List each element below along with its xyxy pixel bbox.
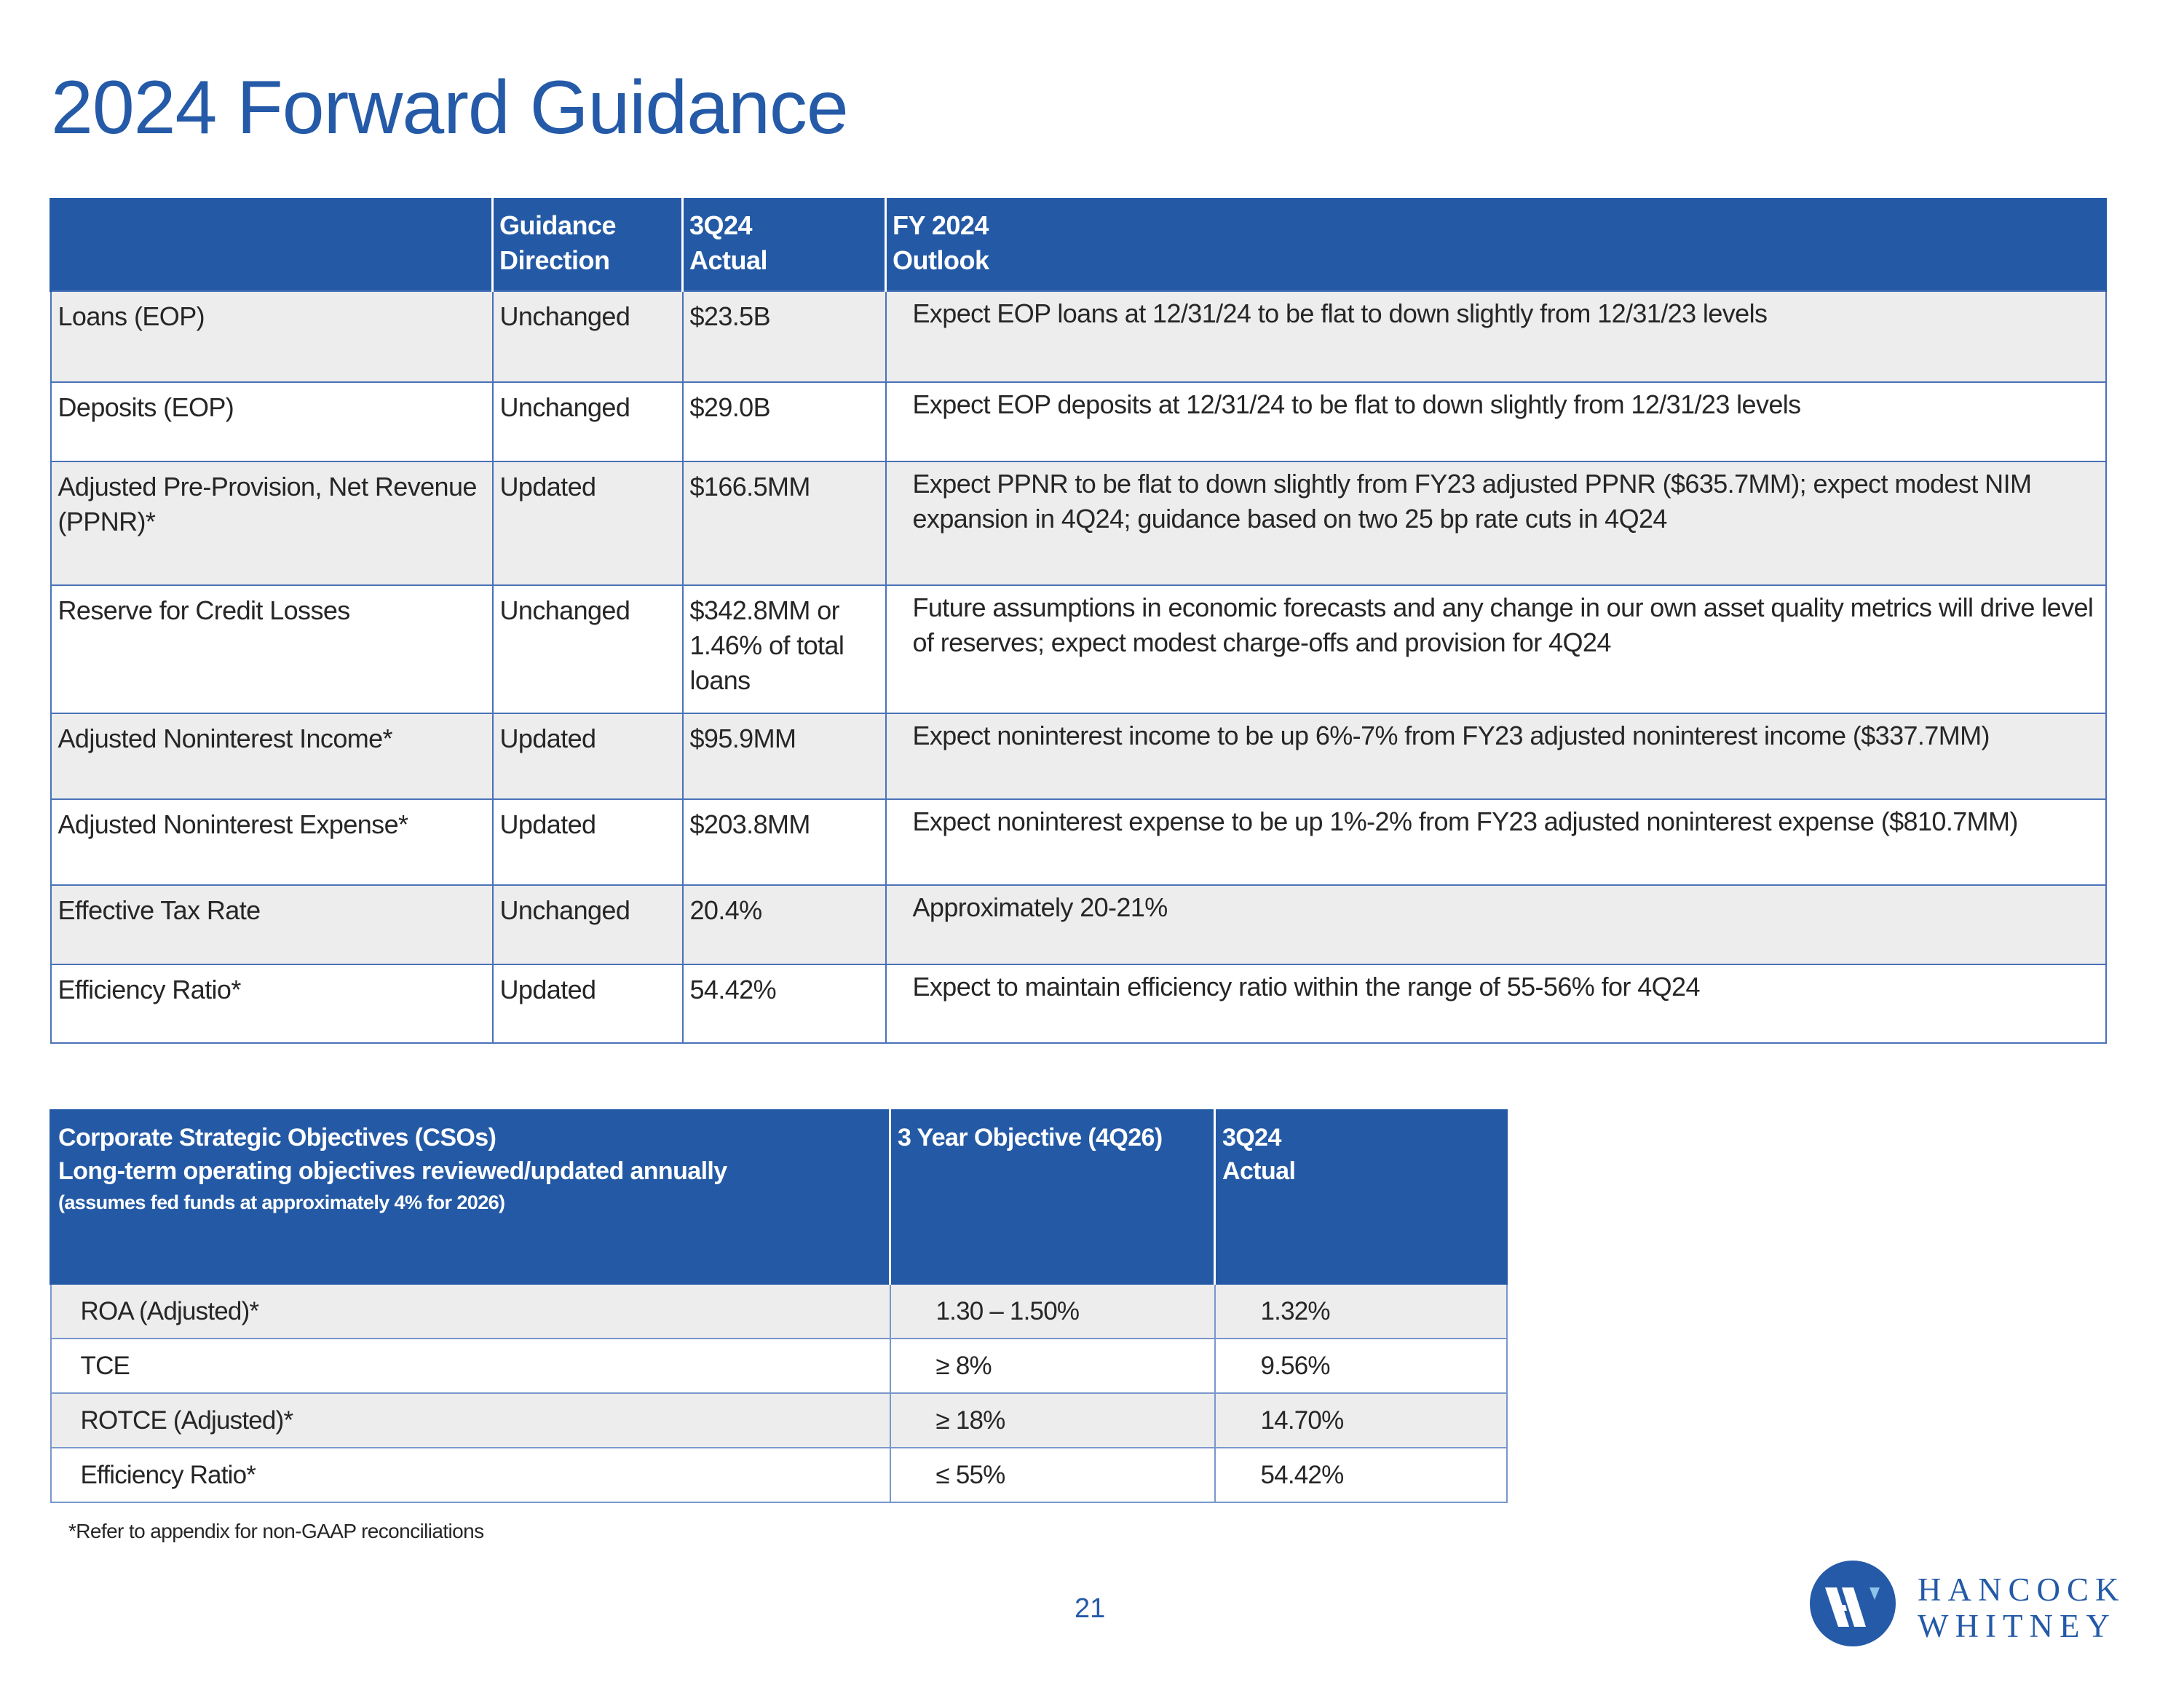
actual-cell: 54.42% [681,964,887,1044]
cso-metric-cell: ROTCE (Adjusted)* [50,1392,891,1448]
header-guidance-direction-line1: Guidance [499,210,617,240]
cso-actual-cell: 54.42% [1214,1447,1508,1503]
outlook-cell: Expect EOP deposits at 12/31/24 to be fl… [885,381,2107,462]
cso-actual-cell: 9.56% [1214,1338,1508,1394]
table-row: Effective Tax Rate Unchanged 20.4% Appro… [50,884,2107,965]
cso-header-row: Corporate Strategic Objectives (CSOs) Lo… [50,1109,1508,1285]
actual-cell: $166.5MM [681,461,887,586]
outlook-cell: Expect noninterest expense to be up 1%-2… [885,798,2107,886]
cso-metric-cell: TCE [50,1338,891,1394]
header-3q24-actual-line1: 3Q24 [689,210,753,240]
forward-guidance-table: Guidance Direction 3Q24 Actual FY 2024 O… [50,198,2107,1044]
cso-title-line1: Corporate Strategic Objectives (CSOs) [58,1124,496,1151]
cso-title-line2: Long-term operating objectives reviewed/… [58,1157,727,1185]
header-3-year-objective: 3 Year Objective (4Q26) [889,1109,1216,1285]
table-row: Adjusted Pre-Provision, Net Revenue (PPN… [50,461,2107,586]
direction-cell: Updated [491,798,684,886]
table-row: Loans (EOP) Unchanged $23.5B Expect EOP … [50,290,2107,383]
logo-wordmark-line1: HANCOCK [1918,1571,2126,1608]
logo-wordmark-line2: WHITNEY [1918,1608,2116,1644]
outlook-cell: Expect EOP loans at 12/31/24 to be flat … [885,290,2107,383]
metric-cell: Adjusted Noninterest Expense* [50,798,494,886]
footnote: *Refer to appendix for non-GAAP reconcil… [68,1520,484,1542]
hancock-whitney-hw-mark-icon [1810,1561,1896,1646]
table-row: ROA (Adjusted)* 1.30 – 1.50% 1.32% [50,1283,1508,1339]
table-row: TCE ≥ 8% 9.56% [50,1338,1508,1394]
actual-cell: $203.8MM [681,798,887,886]
actual-cell: 20.4% [681,884,887,965]
header-guidance-direction-line2: Direction [499,245,610,275]
actual-cell: $29.0B [681,381,887,462]
outlook-cell: Future assumptions in economic forecasts… [885,584,2107,714]
outlook-cell: Approximately 20-21% [885,884,2107,965]
cso-metric-cell: ROA (Adjusted)* [50,1283,891,1339]
cso-actual-cell: 1.32% [1214,1283,1508,1339]
header-cso-3q24-actual-line2: Actual [1222,1157,1296,1185]
header-cso-3q24-actual: 3Q24 Actual [1214,1109,1508,1285]
table-row: Reserve for Credit Losses Unchanged $342… [50,584,2107,714]
metric-cell: Adjusted Noninterest Income* [50,713,494,800]
metric-cell: Efficiency Ratio* [50,964,494,1044]
table-row: ROTCE (Adjusted)* ≥ 18% 14.70% [50,1392,1508,1448]
header-guidance-direction: Guidance Direction [491,198,684,291]
logo-wordmark: HANCOCK WHITNEY [1918,1571,2126,1644]
header-fy2024-outlook-line1: FY 2024 [893,210,989,240]
cso-objective-cell: ≤ 55% [889,1447,1216,1503]
cso-objective-cell: ≥ 8% [889,1338,1216,1394]
table-row: Deposits (EOP) Unchanged $29.0B Expect E… [50,381,2107,462]
guidance-header-row: Guidance Direction 3Q24 Actual FY 2024 O… [50,198,2107,291]
cso-metric-cell: Efficiency Ratio* [50,1447,891,1503]
direction-cell: Updated [491,964,684,1044]
header-3q24-actual-line2: Actual [689,245,768,275]
table-row: Efficiency Ratio* ≤ 55% 54.42% [50,1447,1508,1503]
cso-objective-cell: ≥ 18% [889,1392,1216,1448]
cso-title-note: (assumes fed funds at approximately 4% f… [58,1192,505,1213]
actual-cell: $95.9MM [681,713,887,800]
direction-cell: Updated [491,461,684,586]
direction-cell: Updated [491,713,684,800]
page-number: 21 [1075,1593,1106,1624]
metric-cell: Reserve for Credit Losses [50,584,494,714]
table-row: Adjusted Noninterest Expense* Updated $2… [50,798,2107,886]
header-cso-3q24-actual-line1: 3Q24 [1222,1124,1281,1151]
metric-cell: Loans (EOP) [50,290,494,383]
table-row: Adjusted Noninterest Income* Updated $95… [50,713,2107,800]
outlook-cell: Expect PPNR to be flat to down slightly … [885,461,2107,586]
header-cso-title: Corporate Strategic Objectives (CSOs) Lo… [50,1109,891,1285]
outlook-cell: Expect to maintain efficiency ratio with… [885,964,2107,1044]
metric-cell: Effective Tax Rate [50,884,494,965]
header-fy2024-outlook: FY 2024 Outlook [885,198,2107,291]
metric-cell: Deposits (EOP) [50,381,494,462]
header-metric [50,198,494,291]
header-3q24-actual: 3Q24 Actual [681,198,887,291]
actual-cell: $342.8MM or 1.46% of total loans [681,584,887,714]
table-row: Efficiency Ratio* Updated 54.42% Expect … [50,964,2107,1044]
page-title: 2024 Forward Guidance [51,66,849,150]
corporate-strategic-objectives-table: Corporate Strategic Objectives (CSOs) Lo… [50,1109,1508,1503]
header-fy2024-outlook-line2: Outlook [893,245,989,275]
direction-cell: Unchanged [491,884,684,965]
metric-cell: Adjusted Pre-Provision, Net Revenue (PPN… [50,461,494,586]
cso-actual-cell: 14.70% [1214,1392,1508,1448]
outlook-cell: Expect noninterest income to be up 6%-7%… [885,713,2107,800]
direction-cell: Unchanged [491,381,684,462]
hancock-whitney-logo: HANCOCK WHITNEY [1810,1560,2119,1649]
direction-cell: Unchanged [491,290,684,383]
direction-cell: Unchanged [491,584,684,714]
actual-cell: $23.5B [681,290,887,383]
cso-objective-cell: 1.30 – 1.50% [889,1283,1216,1339]
